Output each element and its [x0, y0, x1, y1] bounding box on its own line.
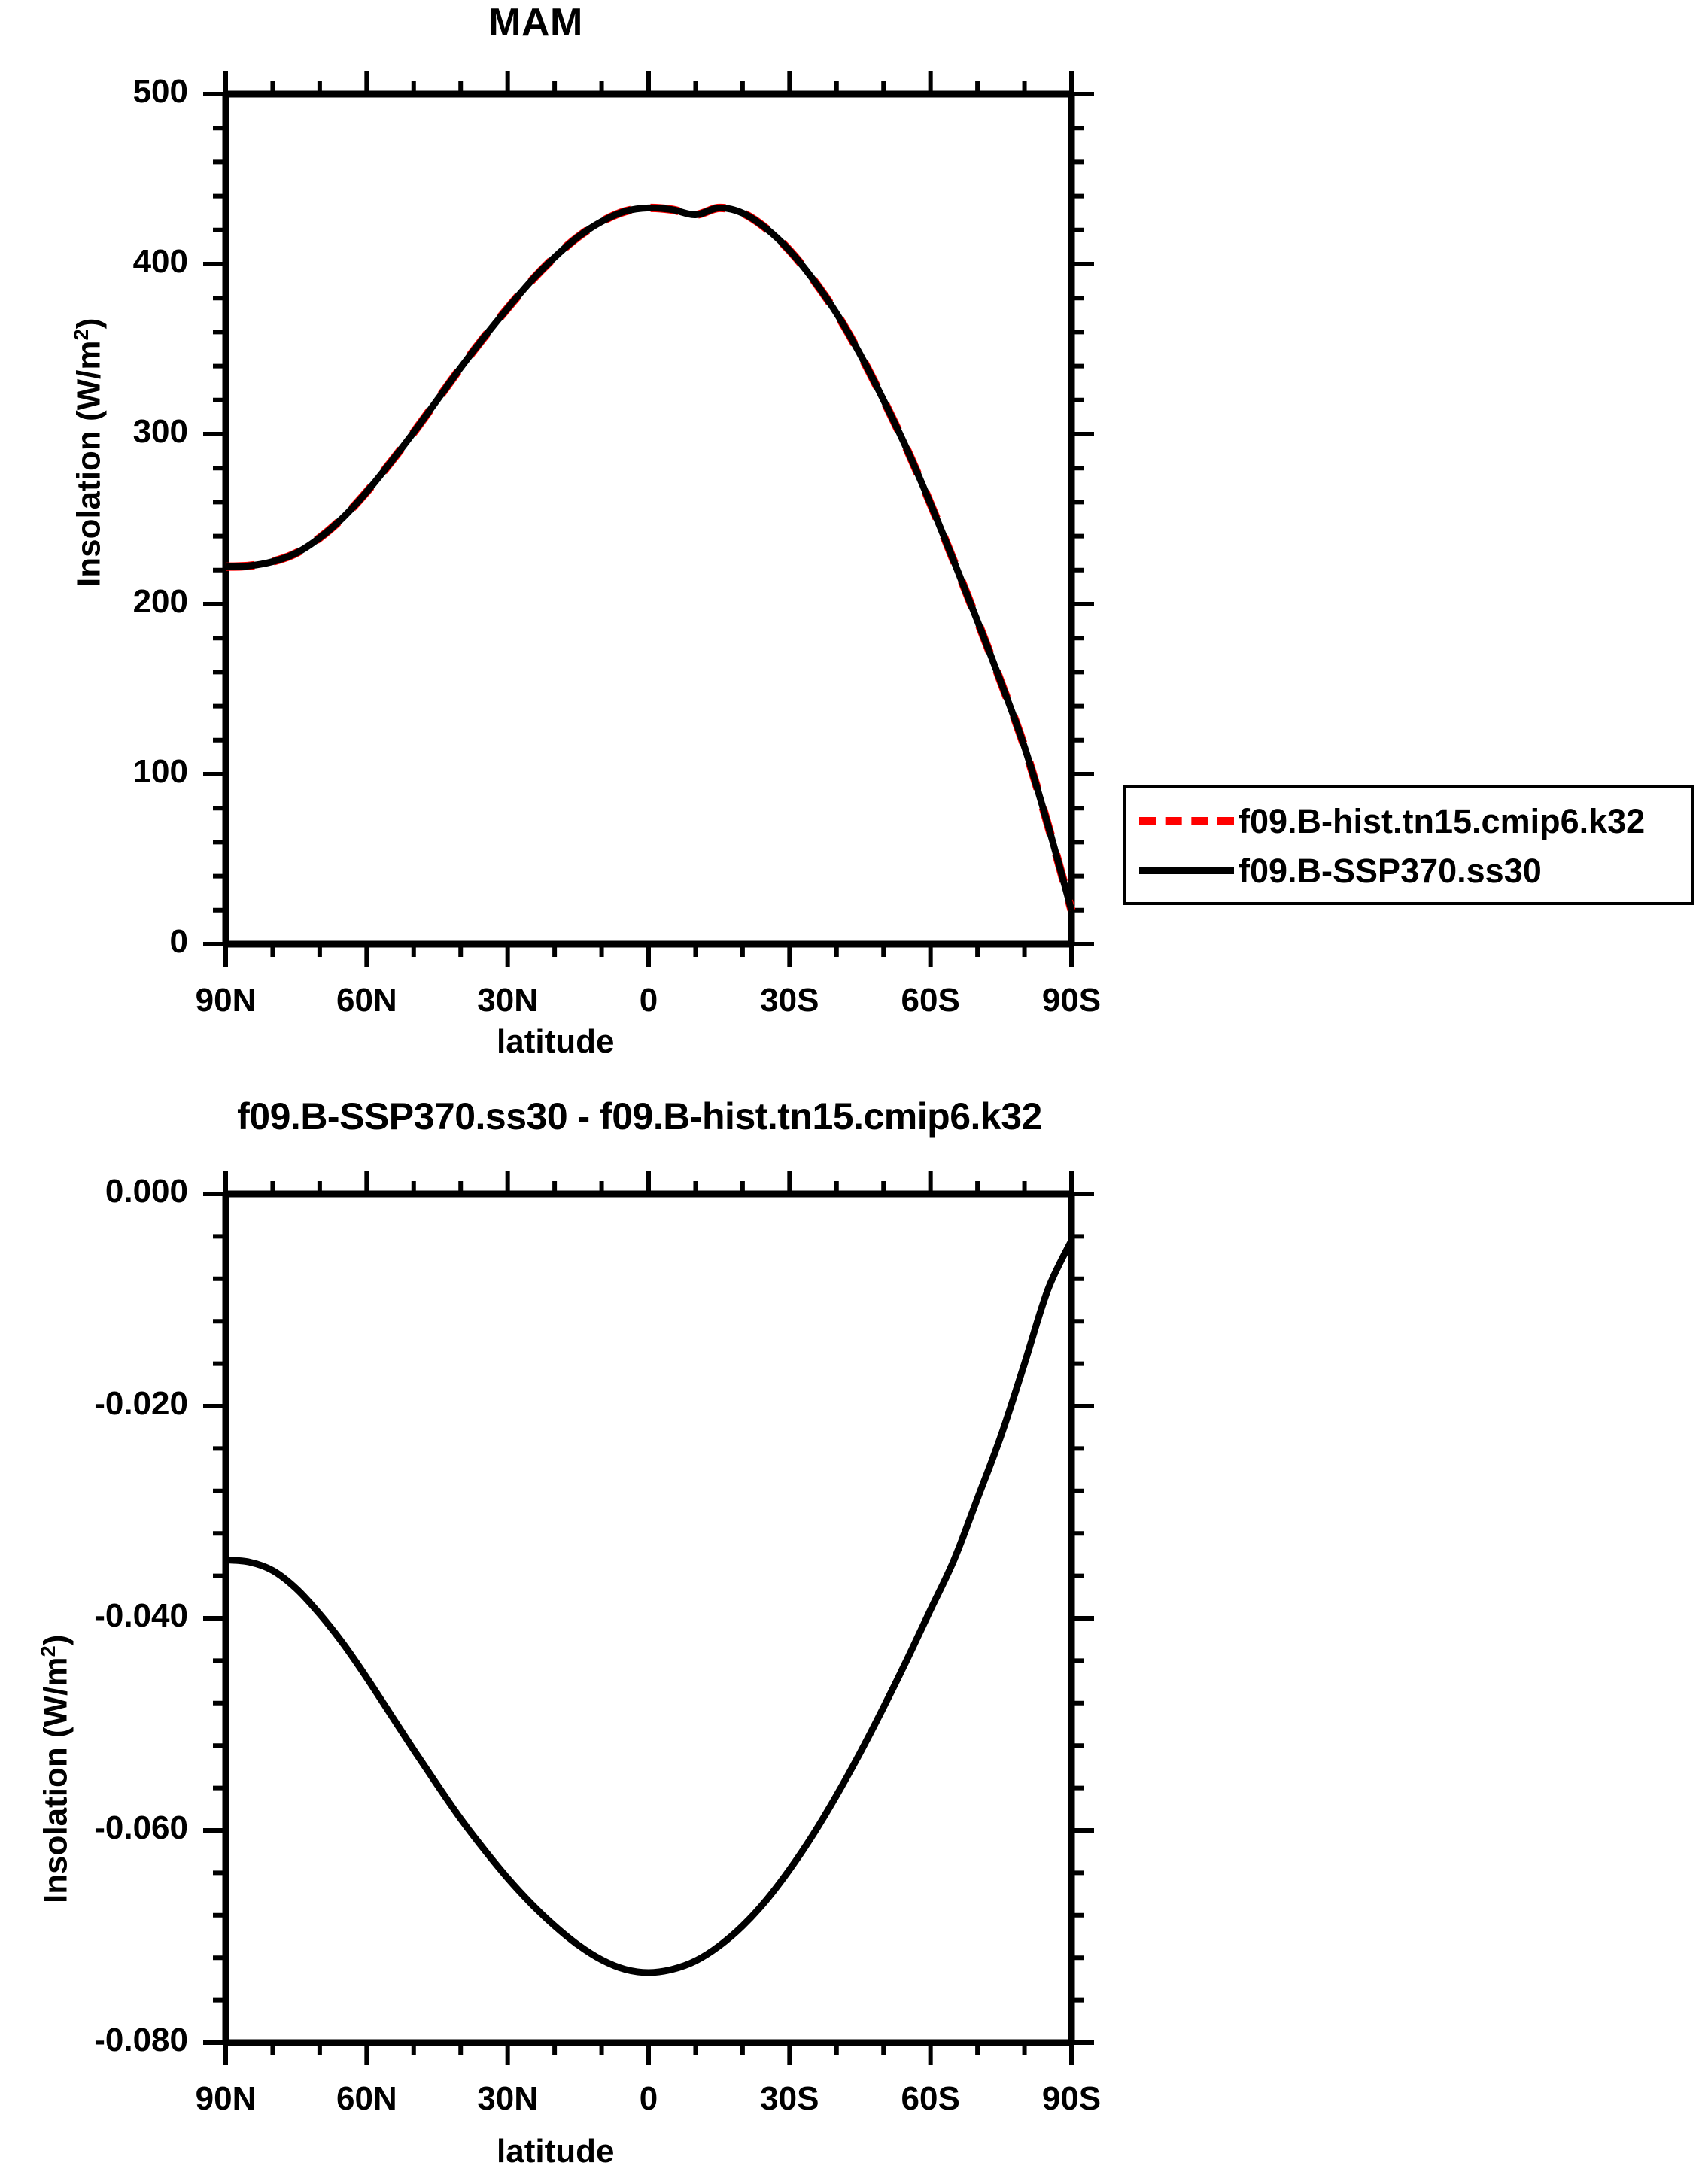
y-tick-label: 0.000 — [105, 1173, 188, 1210]
bottom-panel: Insolation (W/m2) latitude 90N 60N 30N 0 30S… — [0, 1144, 1101, 2184]
x-tick-label: 60N — [336, 982, 397, 1019]
y-tick-label: -0.020 — [94, 1385, 188, 1422]
bottom-y-label-sup: 2 — [36, 1645, 59, 1657]
top-panel: Insolation (W/m2) latitude 90N 60N 30N 0 30S… — [0, 0, 1101, 1068]
top-panel-plot — [203, 71, 1094, 967]
top-y-label-suffix: ) — [70, 317, 108, 330]
x-tick-label: 0 — [639, 982, 658, 1019]
legend-label-0: f09.B-hist.tn15.cmip6.k32 — [1239, 802, 1646, 840]
x-tick-label: 60S — [901, 982, 960, 1019]
top-panel-y-axis-label: Insolation (W/m2) — [69, 318, 108, 587]
y-tick-label: 300 — [132, 413, 188, 450]
y-tick-label: -0.060 — [94, 1809, 188, 1846]
x-tick-label: 0 — [639, 2080, 658, 2117]
x-tick-label: 60S — [901, 2080, 960, 2117]
legend-swatch-solid-line-icon — [1139, 867, 1234, 874]
y-tick-label: -0.040 — [94, 1597, 188, 1634]
x-tick-label: 30S — [760, 2080, 819, 2117]
x-tick-label: 30N — [477, 2080, 539, 2117]
x-tick-label: 90S — [1041, 982, 1102, 1019]
top-panel-x-axis-label: latitude — [497, 1023, 615, 1060]
legend-swatch-dashed-line-icon — [1139, 817, 1234, 825]
bottom-panel-y-axis-label: Insolation (W/m2) — [36, 1635, 75, 1903]
bottom-panel-plot — [203, 1171, 1094, 2065]
x-tick-label: 90S — [1041, 2080, 1102, 2117]
data-line-0 — [225, 203, 1076, 912]
y-tick-label: 400 — [132, 243, 188, 280]
legend-item-1[interactable]: f09.B-SSP370.ss30 — [1139, 854, 1542, 888]
y-tick-label: 100 — [132, 753, 188, 790]
y-tick-label: -0.080 — [94, 2021, 188, 2058]
y-tick-label: 200 — [132, 583, 188, 620]
legend-item-0[interactable]: f09.B-hist.tn15.cmip6.k32 — [1139, 804, 1645, 838]
legend: f09.B-hist.tn15.cmip6.k32 f09.B-SSP370.s… — [1123, 785, 1694, 905]
y-tick-label: 500 — [132, 73, 188, 110]
x-tick-label: 60N — [336, 2080, 397, 2117]
legend-label-1: f09.B-SSP370.ss30 — [1239, 852, 1542, 890]
bottom-panel-title: f09.B-SSP370.ss30 - f09.B-hist.tn15.cmip… — [237, 1095, 1042, 1138]
x-tick-label: 90N — [195, 2080, 257, 2117]
x-tick-label: 90N — [195, 982, 257, 1019]
top-panel-title: MAM — [488, 1, 583, 44]
x-tick-label: 30S — [760, 982, 819, 1019]
bottom-y-label-suffix: ) — [37, 1634, 74, 1646]
bottom-y-label-prefix: Insolation (W/m — [37, 1657, 74, 1903]
bottom-panel-x-axis-label: latitude — [497, 2133, 615, 2170]
top-y-label-sup: 2 — [69, 329, 93, 341]
top-y-label-prefix: Insolation (W/m — [70, 340, 108, 587]
data-line-0 — [225, 1239, 1075, 1976]
data-line-1 — [225, 204, 1075, 911]
x-tick-label: 30N — [477, 982, 539, 1019]
y-tick-label: 0 — [169, 923, 188, 960]
